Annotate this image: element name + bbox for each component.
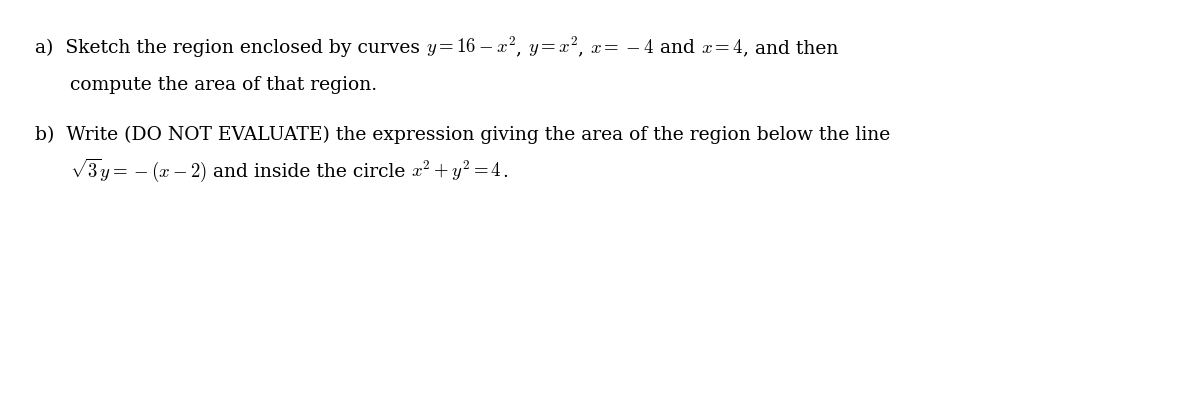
Text: $\sqrt{3}y = -(x - 2)$: $\sqrt{3}y = -(x - 2)$ [70, 157, 207, 184]
Text: b)  Write (DO NOT EVALUATE) the expression giving the area of the region below t: b) Write (DO NOT EVALUATE) the expressio… [35, 126, 890, 144]
Text: and: and [653, 39, 701, 57]
Text: ,: , [578, 39, 590, 57]
Text: .: . [502, 163, 508, 181]
Text: ,: , [516, 39, 528, 57]
Text: $y = 16 - x^2$: $y = 16 - x^2$ [426, 34, 516, 59]
Text: $x = 4$: $x = 4$ [701, 39, 744, 57]
Text: $y = x^2$: $y = x^2$ [528, 34, 578, 59]
Text: , and then: , and then [744, 39, 839, 57]
Text: and inside the circle: and inside the circle [207, 163, 412, 181]
Text: $x^2 + y^2 = 4$: $x^2 + y^2 = 4$ [412, 158, 502, 183]
Text: $x = -4$: $x = -4$ [590, 39, 653, 57]
Text: a)  Sketch the region enclosed by curves: a) Sketch the region enclosed by curves [35, 39, 426, 57]
Text: compute the area of that region.: compute the area of that region. [70, 76, 377, 94]
